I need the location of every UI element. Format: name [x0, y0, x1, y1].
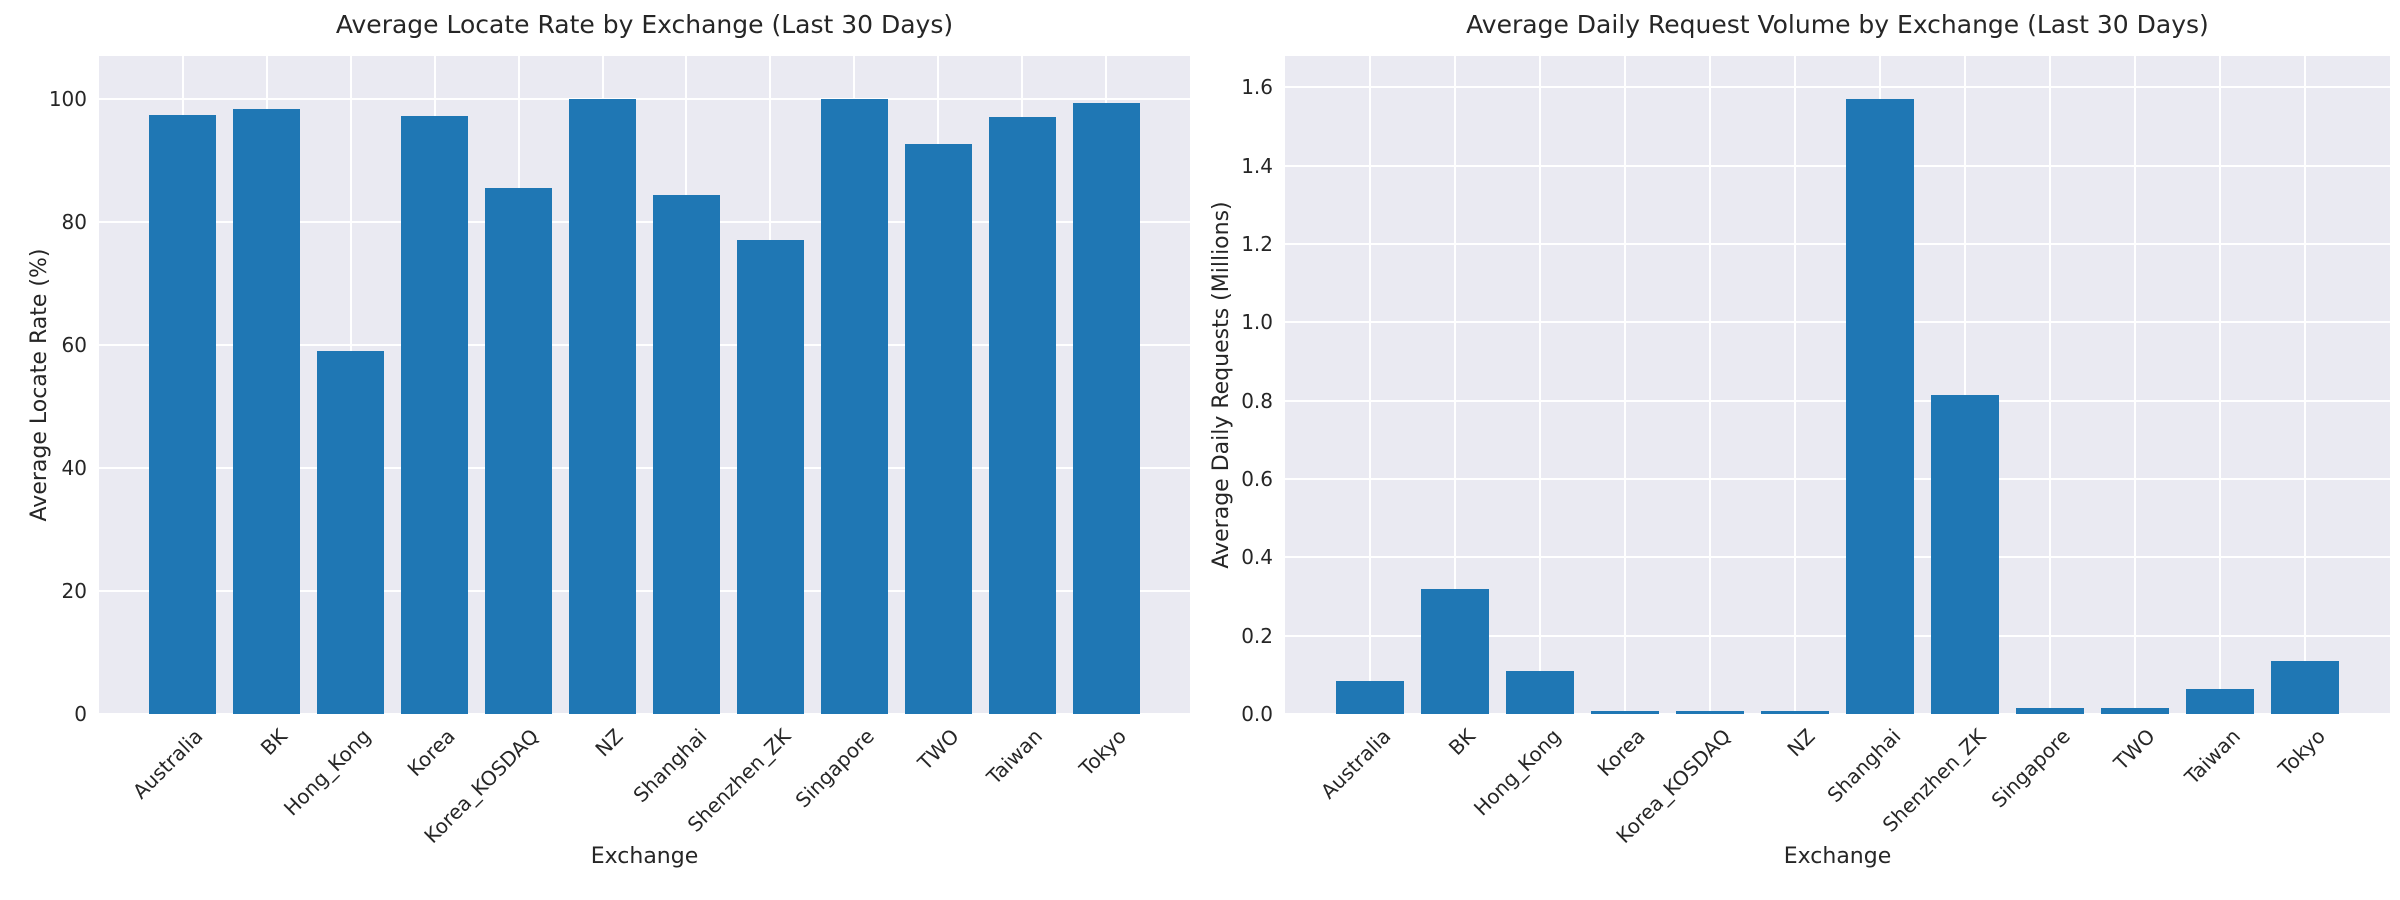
- x-gridline: [1539, 56, 1541, 714]
- bar-Taiwan: [988, 116, 1056, 714]
- x-tick-label-Shanghai: Shanghai: [628, 724, 712, 808]
- x-tick-label-BK: BK: [255, 724, 292, 760]
- x-tick-label-Tokyo: Tokyo: [1074, 724, 1132, 781]
- x-axis-label: Exchange: [1783, 844, 1892, 869]
- y-gridline: [99, 467, 1190, 470]
- x-tick-label-Taiwan: Taiwan: [982, 724, 1048, 790]
- x-gridline: [2304, 56, 2306, 714]
- y-tick-label: 0.6: [1241, 467, 1273, 491]
- y-gridline: [1285, 321, 2390, 324]
- x-gridline: [2219, 56, 2221, 714]
- x-tick-label-Taiwan: Taiwan: [2179, 724, 2245, 790]
- bar-Singapore: [2016, 708, 2084, 714]
- x-gridline: [1454, 56, 1456, 714]
- y-gridline: [1285, 556, 2390, 559]
- y-tick-label: 1.2: [1241, 232, 1273, 256]
- x-gridline: [1964, 56, 1966, 714]
- y-gridline: [99, 98, 1190, 101]
- y-tick-label: 20: [61, 579, 87, 603]
- x-tick-label-NZ: NZ: [1782, 724, 1820, 762]
- x-tick-label-TWO: TWO: [912, 724, 964, 775]
- x-tick-label-BK: BK: [1444, 724, 1480, 760]
- bar-NZ: [1761, 711, 1829, 714]
- bar-Tokyo: [1072, 102, 1140, 714]
- y-gridline: [99, 713, 1190, 714]
- bar-Korea_KOSDAQ: [485, 188, 553, 714]
- y-tick-label: 0.0: [1241, 702, 1273, 726]
- chart-title: Average Locate Rate by Exchange (Last 30…: [335, 10, 954, 39]
- bar-BK: [233, 108, 301, 714]
- x-tick-label-NZ: NZ: [590, 724, 628, 762]
- bar-Australia: [1336, 680, 1404, 714]
- y-tick-label: 80: [61, 210, 87, 235]
- y-tick-label: 1.4: [1241, 153, 1273, 178]
- y-tick-label: 100: [48, 87, 87, 112]
- bar-Taiwan: [2186, 688, 2254, 714]
- bar-NZ: [568, 99, 637, 714]
- x-tick-label-Tokyo: Tokyo: [2273, 724, 2330, 781]
- x-tick-label-Singapore: Singapore: [1986, 724, 2075, 813]
- x-axis-label: Exchange: [590, 844, 699, 869]
- x-tick-label-TWO: TWO: [2109, 724, 2160, 775]
- y-tick-label: 0.8: [1241, 388, 1273, 413]
- plot-area: [99, 56, 1190, 714]
- x-tick-label-Hong_Kong: Hong_Kong: [1468, 724, 1565, 821]
- bar-Korea_KOSDAQ: [1676, 711, 1744, 714]
- chart-title: Average Daily Request Volume by Exchange…: [1466, 10, 2209, 39]
- bar-Shenzhen_ZK: [1931, 394, 1999, 714]
- y-gridline: [1285, 399, 2390, 402]
- bar-Shenzhen_ZK: [736, 240, 804, 714]
- y-gridline: [1285, 86, 2390, 89]
- bar-Hong_Kong: [1506, 670, 1574, 714]
- y-gridline: [99, 344, 1190, 347]
- x-gridline: [1709, 56, 1711, 714]
- request-volume-chart: Average Daily Request Volume by Exchange…: [1200, 0, 2400, 900]
- y-tick-label: 0.4: [1241, 545, 1273, 570]
- x-tick-label-Shanghai: Shanghai: [1821, 724, 1905, 808]
- y-gridline: [99, 221, 1190, 224]
- bar-Singapore: [820, 99, 888, 714]
- bar-Australia: [149, 115, 217, 714]
- bar-Hong_Kong: [317, 351, 385, 714]
- x-gridline: [1794, 56, 1796, 714]
- locate-rate-chart: Average Locate Rate by Exchange (Last 30…: [27, 10, 1190, 869]
- bar-TWO: [904, 143, 972, 714]
- bar-Shanghai: [652, 194, 721, 714]
- bar-Korea: [401, 116, 469, 714]
- y-gridline: [1285, 478, 2390, 480]
- y-tick-label: 60: [61, 333, 87, 358]
- bar-Shanghai: [1846, 99, 1914, 714]
- y-tick-label: 0: [74, 702, 87, 726]
- x-tick-label-Singapore: Singapore: [790, 724, 880, 813]
- x-gridline: [1369, 56, 1371, 714]
- bar-Tokyo: [2271, 661, 2339, 714]
- y-tick-label: 40: [61, 456, 87, 481]
- x-tick-label-Australia: Australia: [1315, 724, 1395, 804]
- bar-BK: [1421, 588, 1489, 714]
- y-tick-label: 0.2: [1241, 623, 1273, 648]
- bar-Korea: [1591, 711, 1659, 714]
- bar-TWO: [2101, 708, 2169, 714]
- y-tick-label: 1.0: [1241, 310, 1273, 335]
- y-gridline: [99, 590, 1190, 592]
- x-tick-label-Australia: Australia: [128, 724, 208, 804]
- y-tick-label: 1.6: [1241, 75, 1273, 100]
- x-gridline: [2049, 56, 2051, 714]
- x-gridline: [1624, 56, 1626, 714]
- y-gridline: [1285, 713, 2390, 714]
- y-axis-label: Average Locate Rate (%): [27, 248, 52, 522]
- y-gridline: [1285, 634, 2390, 637]
- y-gridline: [1285, 164, 2390, 167]
- x-tick-label-Korea: Korea: [402, 724, 460, 782]
- x-tick-label-Korea: Korea: [1592, 724, 1650, 782]
- x-tick-label-Hong_Kong: Hong_Kong: [279, 724, 376, 821]
- plot-area: [1285, 56, 2390, 714]
- x-gridline: [2134, 56, 2136, 714]
- y-gridline: [1285, 243, 2390, 245]
